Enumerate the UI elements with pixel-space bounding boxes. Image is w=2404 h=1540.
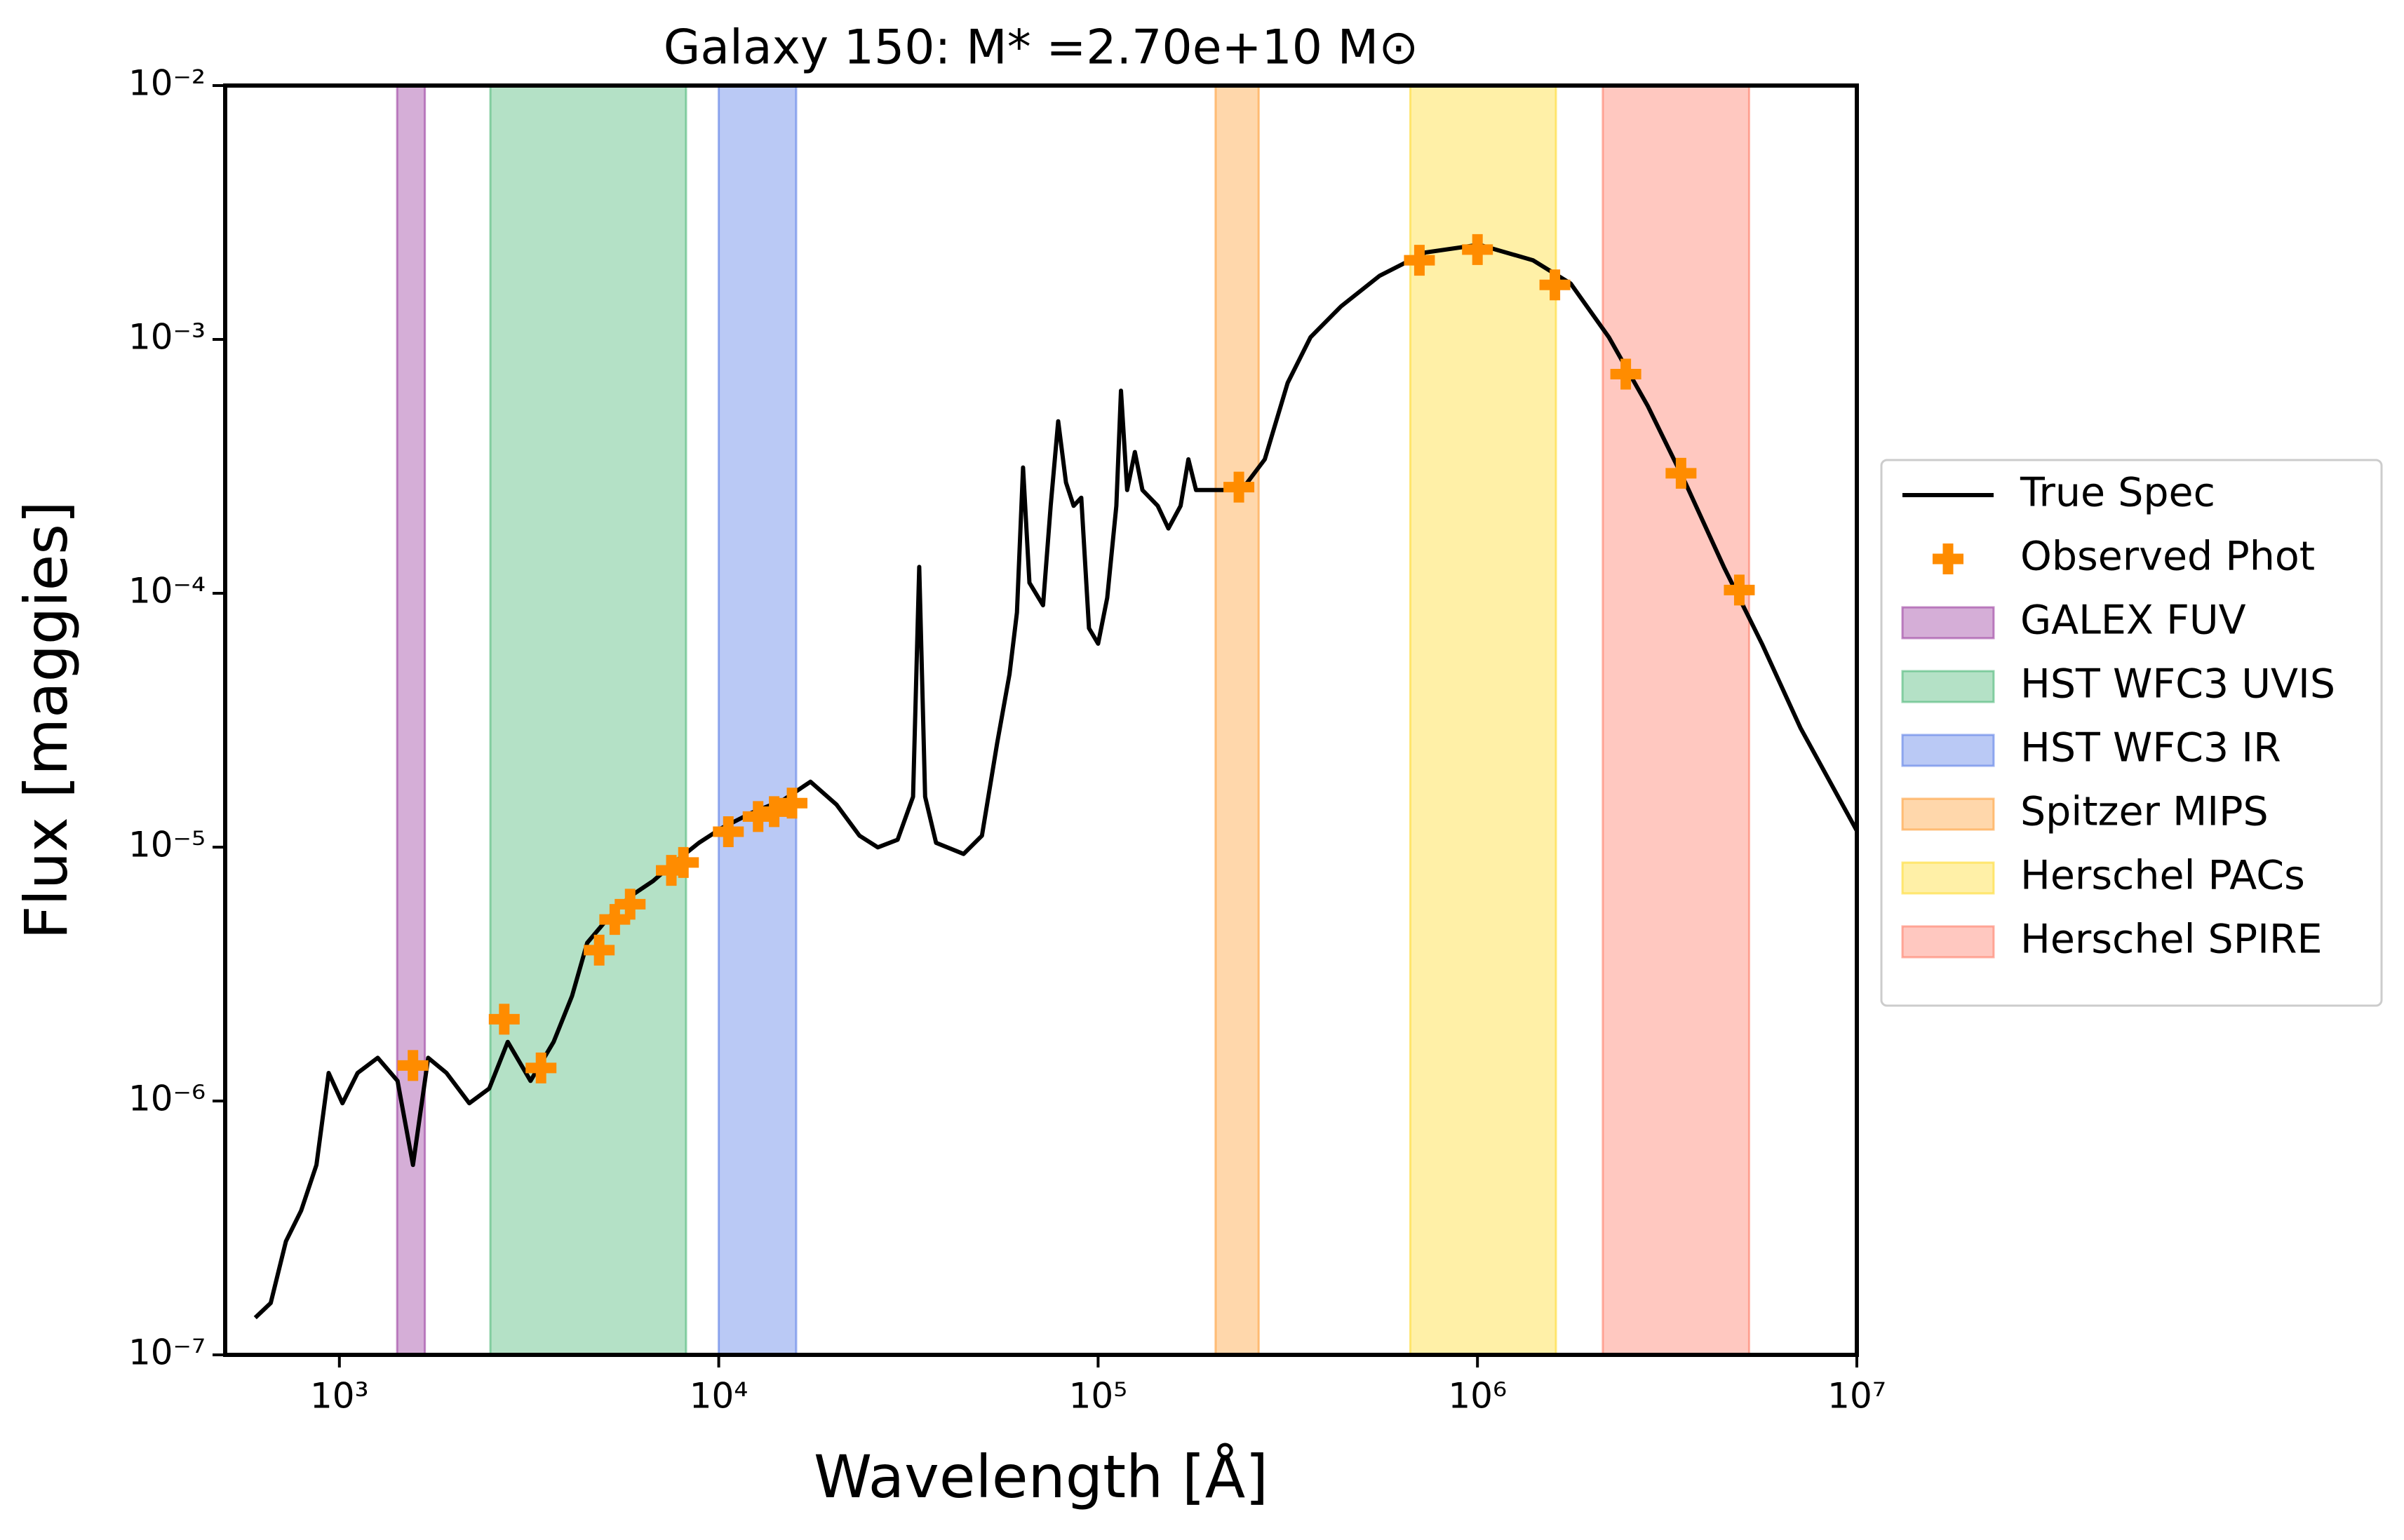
spectrum-line [253, 243, 1857, 1320]
band [489, 84, 687, 1356]
legend-label: Observed Phot [2020, 534, 2315, 580]
phot-point [1462, 234, 1493, 265]
legend-swatch [1901, 670, 1995, 703]
phot-point [525, 1052, 557, 1083]
phot-point [1539, 269, 1571, 301]
legend-swatch [1901, 925, 1995, 959]
x-tick-label: 10⁴ [690, 1376, 748, 1417]
x-tick-label: 10⁷ [1827, 1376, 1886, 1417]
legend-label: Spitzer MIPS [2020, 789, 2269, 835]
legend-marker [1933, 543, 1963, 574]
phot-point [1665, 457, 1697, 489]
y-tick-label: 10⁻⁶ [128, 1079, 206, 1119]
legend-swatch [1901, 797, 1995, 831]
legend-box [1880, 459, 2383, 1007]
y-tick-label: 10⁻³ [128, 317, 206, 358]
phot-point [1404, 245, 1435, 276]
legend-swatch [1901, 861, 1995, 895]
phot-point [584, 934, 615, 966]
y-tick-label: 10⁻⁵ [128, 825, 206, 865]
band [1409, 84, 1557, 1356]
x-axis-label: Wavelength [Å] [814, 1442, 1268, 1511]
legend-swatch [1901, 734, 1995, 767]
legend-swatch [1901, 606, 1995, 640]
legend-label: True Spec [2020, 470, 2215, 516]
plot-frame [223, 83, 1859, 1357]
phot-point [397, 1050, 429, 1081]
phot-point [668, 846, 699, 878]
x-tick-label: 10³ [310, 1376, 369, 1417]
y-tick-label: 10⁻⁴ [128, 571, 206, 612]
legend-label: Herschel SPIRE [2020, 917, 2323, 963]
band [1601, 84, 1750, 1356]
legend-label: Herschel PACs [2020, 853, 2305, 899]
chart-title: Galaxy 150: M* =2.70e+10 M⊙ [664, 20, 1419, 76]
x-tick-label: 10⁶ [1448, 1376, 1507, 1417]
phot-point [615, 889, 646, 920]
phot-point [488, 1004, 520, 1035]
phot-point [1610, 358, 1641, 390]
x-tick-label: 10⁵ [1069, 1376, 1128, 1417]
band [718, 84, 798, 1356]
phot-point [758, 796, 790, 828]
legend-label: GALEX FUV [2020, 597, 2246, 644]
y-axis-label: Flux [maggies] [12, 501, 81, 940]
phot-point [1724, 574, 1755, 606]
y-tick-label: 10⁻² [128, 63, 206, 104]
phot-point [777, 788, 808, 819]
phot-point [713, 816, 744, 848]
y-tick-label: 10⁻⁷ [128, 1332, 206, 1373]
phot-point [1223, 471, 1255, 503]
legend-label: HST WFC3 UVIS [2020, 661, 2335, 708]
band [1214, 84, 1260, 1356]
legend-label: HST WFC3 IR [2020, 725, 2281, 771]
